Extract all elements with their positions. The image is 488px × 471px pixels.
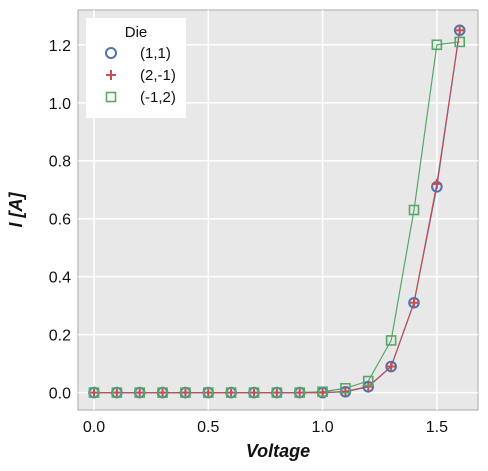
data-point: [317, 386, 328, 398]
data-point: [202, 387, 214, 398]
data-point: [363, 381, 374, 392]
data-point: [431, 178, 442, 189]
series-markers: [89, 25, 465, 398]
x-tick-label: 1.0: [311, 419, 333, 436]
legend: Die (1,1) (2,-1) (-1,2): [86, 18, 186, 118]
data-point: [180, 387, 191, 398]
x-tick-label: 0.5: [197, 419, 219, 436]
y-tick-label: 0.2: [49, 328, 71, 345]
data-point: [294, 387, 306, 398]
y-tick-labels: 0.0 0.2 0.4 0.6 0.8 1.0 1.2: [49, 38, 71, 403]
y-axis-label: I [A]: [6, 192, 26, 228]
data-point: [249, 387, 259, 398]
data-point: [408, 204, 420, 216]
series-markers: [88, 36, 466, 398]
data-point: [294, 387, 305, 398]
data-point: [105, 91, 117, 103]
y-tick-label: 0.4: [49, 270, 71, 287]
legend-label: (-1,2): [140, 89, 176, 106]
data-point: [134, 387, 145, 398]
x-axis-label: Voltage: [246, 441, 310, 461]
legend-entry: (2,-1): [106, 67, 176, 84]
y-tick-label: 1.0: [49, 96, 71, 113]
legend-label: (1,1): [140, 45, 171, 62]
x-tick-labels: 0.0 0.5 1.0 1.5: [83, 419, 448, 436]
legend-box: [86, 18, 186, 118]
legend-items: (1,1) (2,-1) (-1,2): [105, 45, 176, 106]
data-point: [431, 39, 443, 51]
x-tick-label: 1.5: [426, 419, 448, 436]
y-tick-label: 0.8: [49, 154, 71, 171]
y-tick-label: 0.0: [49, 386, 71, 403]
data-point: [454, 36, 466, 48]
data-point: [88, 387, 100, 398]
data-point: [271, 387, 283, 398]
series-layer: [88, 24, 466, 399]
x-tick-label: 0.0: [83, 419, 105, 436]
legend-entry: (1,1): [105, 45, 171, 62]
legend-label: (2,-1): [140, 67, 176, 84]
legend-title: Die: [125, 24, 148, 41]
data-point: [225, 387, 237, 398]
data-point: [203, 387, 214, 398]
data-point: [111, 387, 122, 398]
data-point: [248, 387, 260, 398]
data-point: [134, 387, 146, 398]
data-point: [180, 387, 191, 398]
data-point: [362, 375, 374, 387]
data-point: [157, 387, 168, 398]
data-point: [105, 47, 117, 59]
data-point: [340, 386, 351, 397]
y-tick-label: 1.2: [49, 38, 71, 55]
data-point: [157, 387, 168, 398]
data-point: [89, 387, 99, 398]
data-point: [385, 335, 397, 346]
data-point: [111, 387, 123, 398]
data-point: [106, 70, 116, 80]
data-point: [271, 387, 282, 398]
data-point: [340, 382, 351, 394]
data-point: [454, 25, 465, 36]
y-tick-label: 0.6: [49, 212, 71, 229]
data-point: [386, 361, 397, 372]
data-point: [226, 387, 237, 398]
data-point: [409, 297, 419, 308]
legend-entry: (-1,2): [105, 89, 176, 106]
